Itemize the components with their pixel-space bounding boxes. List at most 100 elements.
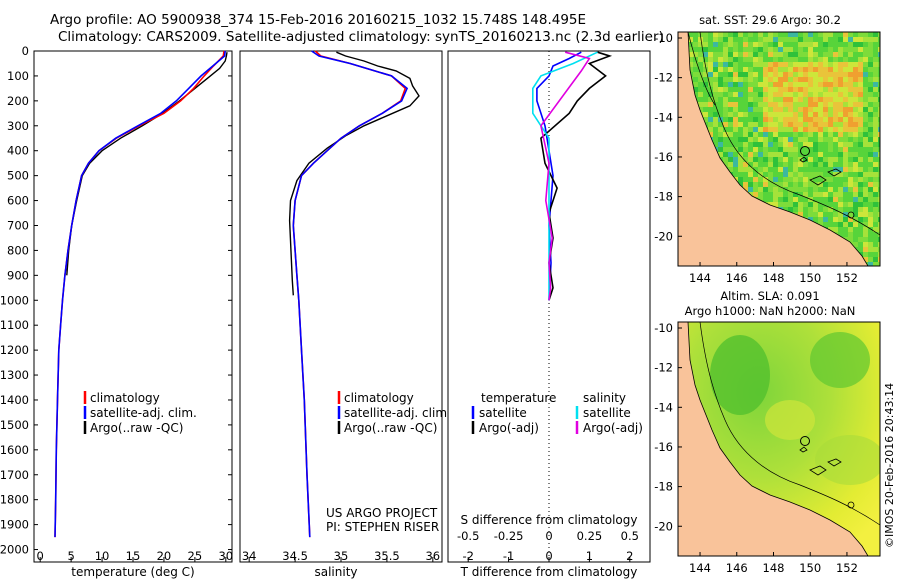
sst-cell: [828, 42, 833, 47]
sst-cell: [738, 122, 743, 127]
sla-low-patch: [810, 332, 870, 388]
sst-cell: [853, 107, 858, 112]
sst-cell: [688, 62, 693, 67]
sst-cell: [798, 42, 803, 47]
sst-cell: [818, 207, 823, 212]
sst-cell: [858, 117, 863, 122]
sst-cell: [858, 242, 863, 247]
sst-cell: [723, 127, 728, 132]
sst-cell: [728, 42, 733, 47]
sst-cell: [853, 112, 858, 117]
sst-cell: [803, 142, 808, 147]
sst-cell: [708, 62, 713, 67]
sst-cell: [793, 107, 798, 112]
sst-cell: [793, 207, 798, 212]
sst-cell: [838, 167, 843, 172]
t-difference-tick-label: 2: [626, 549, 633, 563]
sst-cell: [763, 32, 768, 37]
sst-cell: [853, 57, 858, 62]
sst-cell: [868, 42, 873, 47]
sst-cell: [758, 37, 763, 42]
sst-cell: [873, 77, 878, 82]
sst-cell: [708, 107, 713, 112]
sst-cell: [873, 232, 878, 237]
sst-cell: [708, 32, 713, 37]
salinity-xlabel: salinity: [314, 565, 357, 579]
sst-cell: [848, 237, 853, 242]
sst-cell: [803, 137, 808, 142]
depth-tick-label: 400: [7, 144, 29, 158]
sst-cell: [793, 112, 798, 117]
sst-cell: [713, 82, 718, 87]
sst-cell: [838, 182, 843, 187]
sst-cell: [743, 42, 748, 47]
temperature-tick-label: 30: [218, 549, 233, 563]
map-lat-tick-label: -12: [654, 71, 673, 85]
sst-cell: [788, 47, 793, 52]
sst-cell: [778, 102, 783, 107]
sst-cell: [753, 72, 758, 77]
sst-cell: [723, 92, 728, 97]
sst-cell: [748, 117, 753, 122]
sst-cell: [838, 202, 843, 207]
sst-cell: [813, 92, 818, 97]
sst-cell: [853, 132, 858, 137]
sst-cell: [823, 112, 828, 117]
sst-cell: [843, 112, 848, 117]
sst-cell: [703, 52, 708, 57]
sst-cell: [823, 222, 828, 227]
sst-cell: [818, 132, 823, 137]
sst-cell: [748, 92, 753, 97]
sst-cell: [848, 102, 853, 107]
sst-cell: [858, 247, 863, 252]
sst-cell: [743, 177, 748, 182]
sst-cell: [868, 37, 873, 42]
sst-cell: [778, 62, 783, 67]
sst-cell: [793, 92, 798, 97]
sla-map: Altim. SLA: 0.091 Argo h1000: NaN h2000:…: [654, 289, 881, 575]
sst-cell: [873, 62, 878, 67]
depth-tick-label: 700: [7, 218, 29, 232]
sst-cell: [783, 67, 788, 72]
depth-tick-label: 800: [7, 243, 29, 257]
sst-cell: [873, 182, 878, 187]
sst-cell: [743, 122, 748, 127]
sst-cell: [833, 77, 838, 82]
sst-cell: [778, 52, 783, 57]
sst-cell: [738, 162, 743, 167]
sst-cell: [783, 107, 788, 112]
map-lon-tick-label: 146: [726, 271, 748, 285]
sst-cell: [873, 92, 878, 97]
sst-cell: [838, 132, 843, 137]
sst-cell: [753, 77, 758, 82]
sst-cell: [868, 82, 873, 87]
sst-cell: [758, 47, 763, 52]
sst-cell: [798, 47, 803, 52]
sst-cell: [868, 237, 873, 242]
sst-cell: [863, 202, 868, 207]
sst-cell: [858, 92, 863, 97]
sst-cell: [768, 37, 773, 42]
sst-cell: [713, 77, 718, 82]
sst-cell: [823, 57, 828, 62]
sst-cell: [868, 102, 873, 107]
sst-cell: [823, 187, 828, 192]
sst-cell: [803, 107, 808, 112]
sst-cell: [863, 37, 868, 42]
sst-cell: [823, 142, 828, 147]
sst-cell: [748, 147, 753, 152]
sst-cell: [758, 82, 763, 87]
sst-cell: [828, 127, 833, 132]
sst-cell: [813, 182, 818, 187]
sst-cell: [788, 192, 793, 197]
sst-cell: [703, 92, 708, 97]
sst-cell: [743, 62, 748, 67]
sst-cell: [843, 172, 848, 177]
sst-cell: [868, 62, 873, 67]
depth-tick-label: 1100: [0, 318, 29, 332]
sst-cell: [698, 97, 703, 102]
sst-cell: [753, 107, 758, 112]
sst-cell: [853, 192, 858, 197]
sst-cell: [808, 162, 813, 167]
sst-cell: [738, 147, 743, 152]
